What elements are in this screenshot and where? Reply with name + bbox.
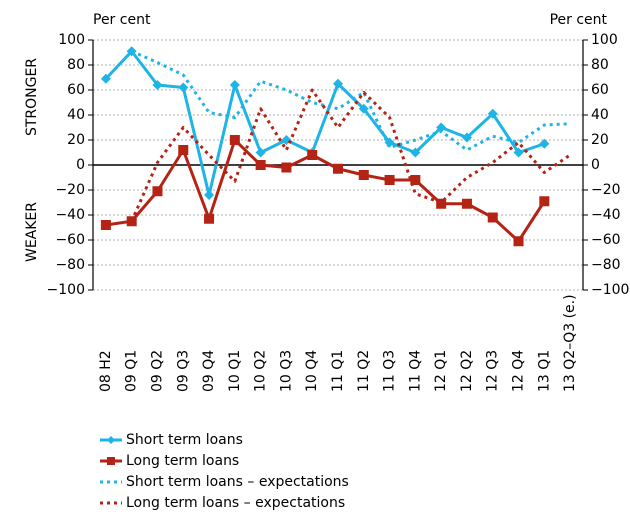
- y2-tick-label: −80: [591, 257, 621, 273]
- series-line: [104, 49, 545, 197]
- legend-label: Long term loans: [126, 453, 239, 469]
- marker: [307, 150, 318, 160]
- marker: [204, 190, 215, 200]
- y2-tick-label: 0: [591, 157, 600, 173]
- marker: [513, 147, 524, 158]
- marker: [513, 236, 524, 247]
- y-tick-label: −20: [55, 182, 85, 198]
- marker: [333, 78, 343, 89]
- x-tick-label: 11 Q1: [330, 350, 346, 392]
- y2-tick-label: 60: [591, 82, 609, 98]
- legend-marker: [107, 457, 115, 465]
- y2-tick-label: 80: [591, 57, 609, 73]
- y-axis-label: Per cent: [93, 12, 151, 28]
- upper-label: STRONGER: [24, 58, 40, 136]
- marker: [178, 145, 189, 155]
- marker: [436, 198, 447, 209]
- marker: [436, 122, 447, 133]
- y2-tick-label: −20: [591, 182, 621, 198]
- y-tick-label: 0: [76, 157, 85, 173]
- x-tick-label: 09 Q3: [175, 350, 191, 392]
- x-tick-label: 10 Q2: [253, 350, 269, 392]
- y-tick-label: 100: [58, 32, 85, 48]
- marker: [255, 160, 266, 170]
- x-tick-label: 12 Q3: [485, 350, 501, 392]
- y-tick-label: 40: [67, 107, 85, 123]
- marker: [487, 108, 498, 119]
- x-tick-label: 13 Q1: [536, 350, 552, 392]
- legend-marker: [107, 436, 115, 444]
- legend-label: Short term loans – expectations: [126, 474, 349, 490]
- marker: [358, 170, 369, 180]
- marker: [358, 103, 369, 114]
- marker: [410, 147, 421, 158]
- y2-tick-label: −60: [591, 232, 621, 248]
- x-tick-label: 10 Q3: [278, 350, 294, 392]
- y-tick-label: 20: [67, 132, 85, 148]
- x-tick-label: 12 Q2: [459, 350, 475, 392]
- y-tick-label: −80: [55, 257, 85, 273]
- y-tick-label: 80: [67, 57, 85, 73]
- marker: [229, 135, 240, 145]
- x-tick-label: 10 Q1: [227, 350, 243, 392]
- y2-tick-label: 40: [591, 107, 609, 123]
- x-tick-label: 12 Q4: [511, 350, 527, 392]
- y-tick-label: 60: [67, 82, 85, 98]
- marker: [100, 220, 111, 230]
- legend-label: Long term loans – expectations: [126, 495, 345, 511]
- x-tick-label: 09 Q2: [149, 350, 165, 392]
- x-tick-label: 08 H2: [98, 350, 114, 392]
- marker: [461, 198, 472, 209]
- x-tick-label: 11 Q3: [382, 350, 398, 392]
- marker: [229, 80, 240, 90]
- y2-tick-label: −100: [591, 282, 629, 298]
- marker: [178, 82, 189, 93]
- series-line: [130, 88, 571, 222]
- y-tick-label: −100: [47, 282, 85, 298]
- marker: [461, 132, 472, 143]
- marker: [255, 147, 266, 158]
- marker: [152, 186, 163, 197]
- series-line: [131, 49, 571, 152]
- y-tick-label: −40: [55, 207, 85, 223]
- marker: [281, 162, 292, 173]
- marker: [384, 175, 395, 185]
- marker: [152, 80, 163, 90]
- y2-tick-label: 20: [591, 132, 609, 148]
- legend-label: Short term loans: [126, 432, 243, 448]
- y2-tick-label: −40: [591, 207, 621, 223]
- x-tick-label: 12 Q1: [433, 350, 449, 392]
- x-tick-label: 09 Q4: [201, 350, 217, 392]
- marker: [539, 196, 550, 207]
- x-tick-label: 11 Q4: [407, 350, 423, 392]
- y2-axis-label: Per cent: [550, 12, 608, 28]
- marker: [539, 138, 550, 149]
- x-tick-label: 13 Q2–Q3 (e.): [562, 294, 578, 392]
- marker: [333, 163, 343, 174]
- series-line: [105, 138, 546, 243]
- y2-tick-label: 100: [591, 32, 618, 48]
- marker: [204, 213, 215, 224]
- x-tick-label: 10 Q4: [304, 350, 320, 392]
- y-tick-label: −60: [55, 232, 85, 248]
- marker: [100, 73, 111, 84]
- marker: [410, 175, 421, 185]
- lower-label: WEAKER: [24, 202, 40, 262]
- x-tick-label: 09 Q1: [124, 350, 140, 392]
- marker: [487, 212, 498, 223]
- x-tick-label: 11 Q2: [356, 350, 372, 392]
